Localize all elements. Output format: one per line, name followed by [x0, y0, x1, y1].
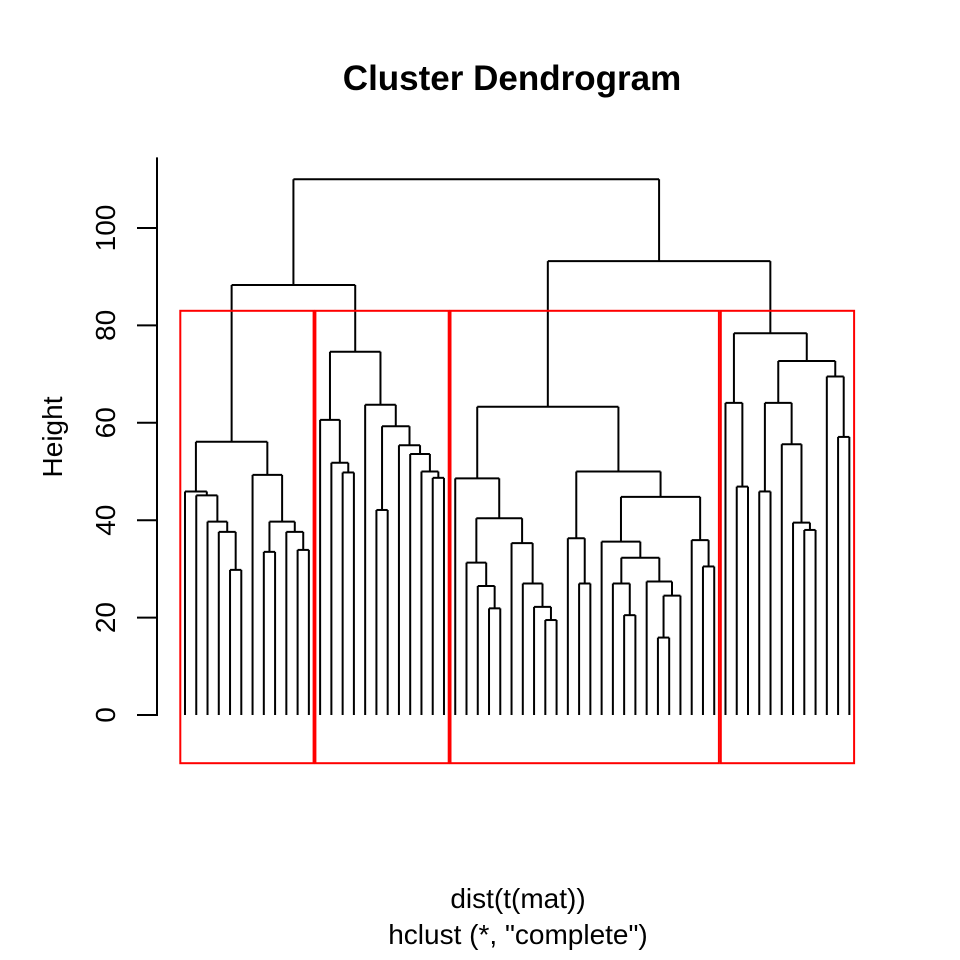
y-tick-label: 100 [90, 205, 121, 252]
y-tick-label: 80 [90, 310, 121, 341]
dendrogram-lines [184, 178, 851, 715]
cluster-box [719, 309, 856, 765]
cluster-box [314, 309, 450, 765]
x-axis-label-line1: dist(t(mat)) [450, 883, 585, 914]
cluster-boxes [179, 309, 856, 765]
y-tick-label: 0 [90, 707, 121, 723]
y-tick-label: 40 [90, 505, 121, 536]
y-tick-label: 60 [90, 407, 121, 438]
y-axis-label: Height [37, 396, 68, 477]
y-tick-label: 20 [90, 602, 121, 633]
y-axis: 0 20 40 60 80 100 [90, 157, 158, 723]
cluster-box [179, 309, 315, 765]
cluster-box [449, 309, 720, 765]
plot-title: Cluster Dendrogram [343, 59, 681, 98]
x-axis-label-line2: hclust (*, "complete") [388, 919, 648, 950]
